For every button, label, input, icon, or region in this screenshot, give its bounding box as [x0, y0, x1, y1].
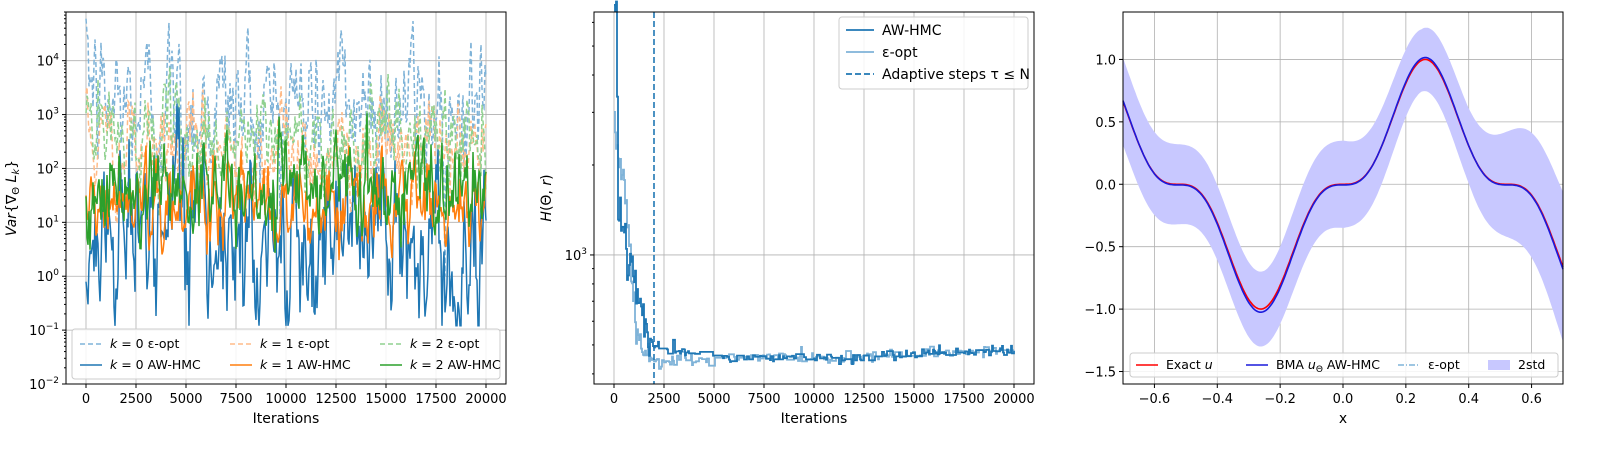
x-axis-label: Iterations — [253, 411, 320, 427]
y-tick-label: 103 — [37, 107, 59, 124]
bma-line — [1122, 56, 1564, 314]
x-axis-label: Iterations — [781, 411, 848, 427]
x-tick-label: 20000 — [993, 392, 1034, 407]
x-tick-label: 15000 — [893, 392, 934, 407]
legend-label: k = 0 AW-HMC — [110, 357, 201, 372]
x-tick-label: 12500 — [843, 392, 884, 407]
legend-label: k = 0 ε-opt — [110, 336, 179, 351]
x-tick-label: 10000 — [265, 392, 306, 407]
x-tick-label: 12500 — [315, 392, 356, 407]
y-tick-label: −0.5 — [1084, 241, 1116, 256]
series-line — [614, 0, 1015, 366]
legend — [1129, 352, 1559, 378]
y-tick-label: 1.0 — [1095, 53, 1116, 68]
legend-label: 2std — [1518, 357, 1545, 372]
y-tick-label: 104 — [37, 53, 60, 70]
y-tick-label: 102 — [37, 160, 59, 177]
series-line — [85, 67, 487, 216]
y-tick-label: 103 — [565, 247, 587, 264]
legend-label: k = 2 ε-opt — [410, 336, 479, 351]
x-tick-label: −0.2 — [1264, 392, 1296, 407]
x-tick-label: 10000 — [793, 392, 834, 407]
x-tick-label: 2500 — [119, 392, 152, 407]
y-tick-label: 10−1 — [29, 322, 59, 339]
x-tick-label: 15000 — [365, 392, 406, 407]
x-tick-label: −0.6 — [1139, 392, 1171, 407]
x-tick-label: 0.4 — [1458, 392, 1479, 407]
x-tick-label: 7500 — [747, 392, 780, 407]
legend-label: k = 2 AW-HMC — [410, 357, 501, 372]
chart-panel-solution: −0.6 −0.4 −0.2 0.0 0.2 0.4 0.6 −1.5 −1.0 −0.5 0.0 0… — [1084, 11, 1564, 427]
legend-label: Adaptive steps τ ≤ N — [882, 67, 1030, 83]
x-axis-label: x — [1339, 411, 1347, 427]
legend-label: AW-HMC — [882, 23, 942, 39]
legend — [71, 328, 501, 380]
chart-panel-variance: 0 2500 5000 7500 10000 12500 15000 17500 20000 10… — [4, 11, 507, 427]
legend — [838, 16, 1029, 90]
x-tick-label: 5000 — [169, 392, 202, 407]
x-tick-label: 17500 — [943, 392, 984, 407]
chart-panel-hamiltonian: 0 2500 5000 7500 10000 12500 15000 17500 20000 10… — [539, 0, 1035, 427]
series-line — [85, 113, 487, 253]
x-tick-label: 0.6 — [1521, 392, 1542, 407]
y-tick-label: 100 — [37, 268, 60, 285]
y-tick-label: 0.5 — [1095, 116, 1116, 131]
y-tick-label: −1.5 — [1084, 366, 1116, 381]
series-line — [85, 86, 487, 225]
x-tick-label: 2500 — [647, 392, 680, 407]
legend-label: ε-opt — [1428, 357, 1460, 372]
x-tick-label: 5000 — [697, 392, 730, 407]
x-tick-label: 20000 — [465, 392, 506, 407]
y-tick-label: −1.0 — [1084, 303, 1116, 318]
x-tick-label: 17500 — [415, 392, 456, 407]
legend-label: k = 1 ε-opt — [260, 336, 329, 351]
y-tick-label: 10−2 — [29, 376, 59, 393]
legend-swatch — [1488, 360, 1510, 370]
y-tick-label: 0.0 — [1095, 178, 1116, 193]
x-tick-label: −0.4 — [1201, 392, 1233, 407]
x-tick-label: 0.0 — [1333, 392, 1354, 407]
x-tick-label: 0.2 — [1396, 392, 1417, 407]
y-axis-label: Var{∇Θ Lk} — [4, 160, 22, 236]
legend-label: Exact u — [1166, 357, 1213, 372]
legend-label: k = 1 AW-HMC — [260, 357, 351, 372]
legend-label: ε-opt — [882, 45, 918, 61]
x-tick-label: 0 — [610, 392, 618, 407]
series-line — [85, 18, 487, 277]
y-tick-label: 101 — [37, 214, 59, 231]
y-axis-label: H(Θ, r) — [539, 174, 555, 221]
legend-label: BMA uΘ AW-HMC — [1276, 357, 1380, 375]
x-tick-label: 0 — [82, 392, 90, 407]
x-tick-label: 7500 — [219, 392, 252, 407]
